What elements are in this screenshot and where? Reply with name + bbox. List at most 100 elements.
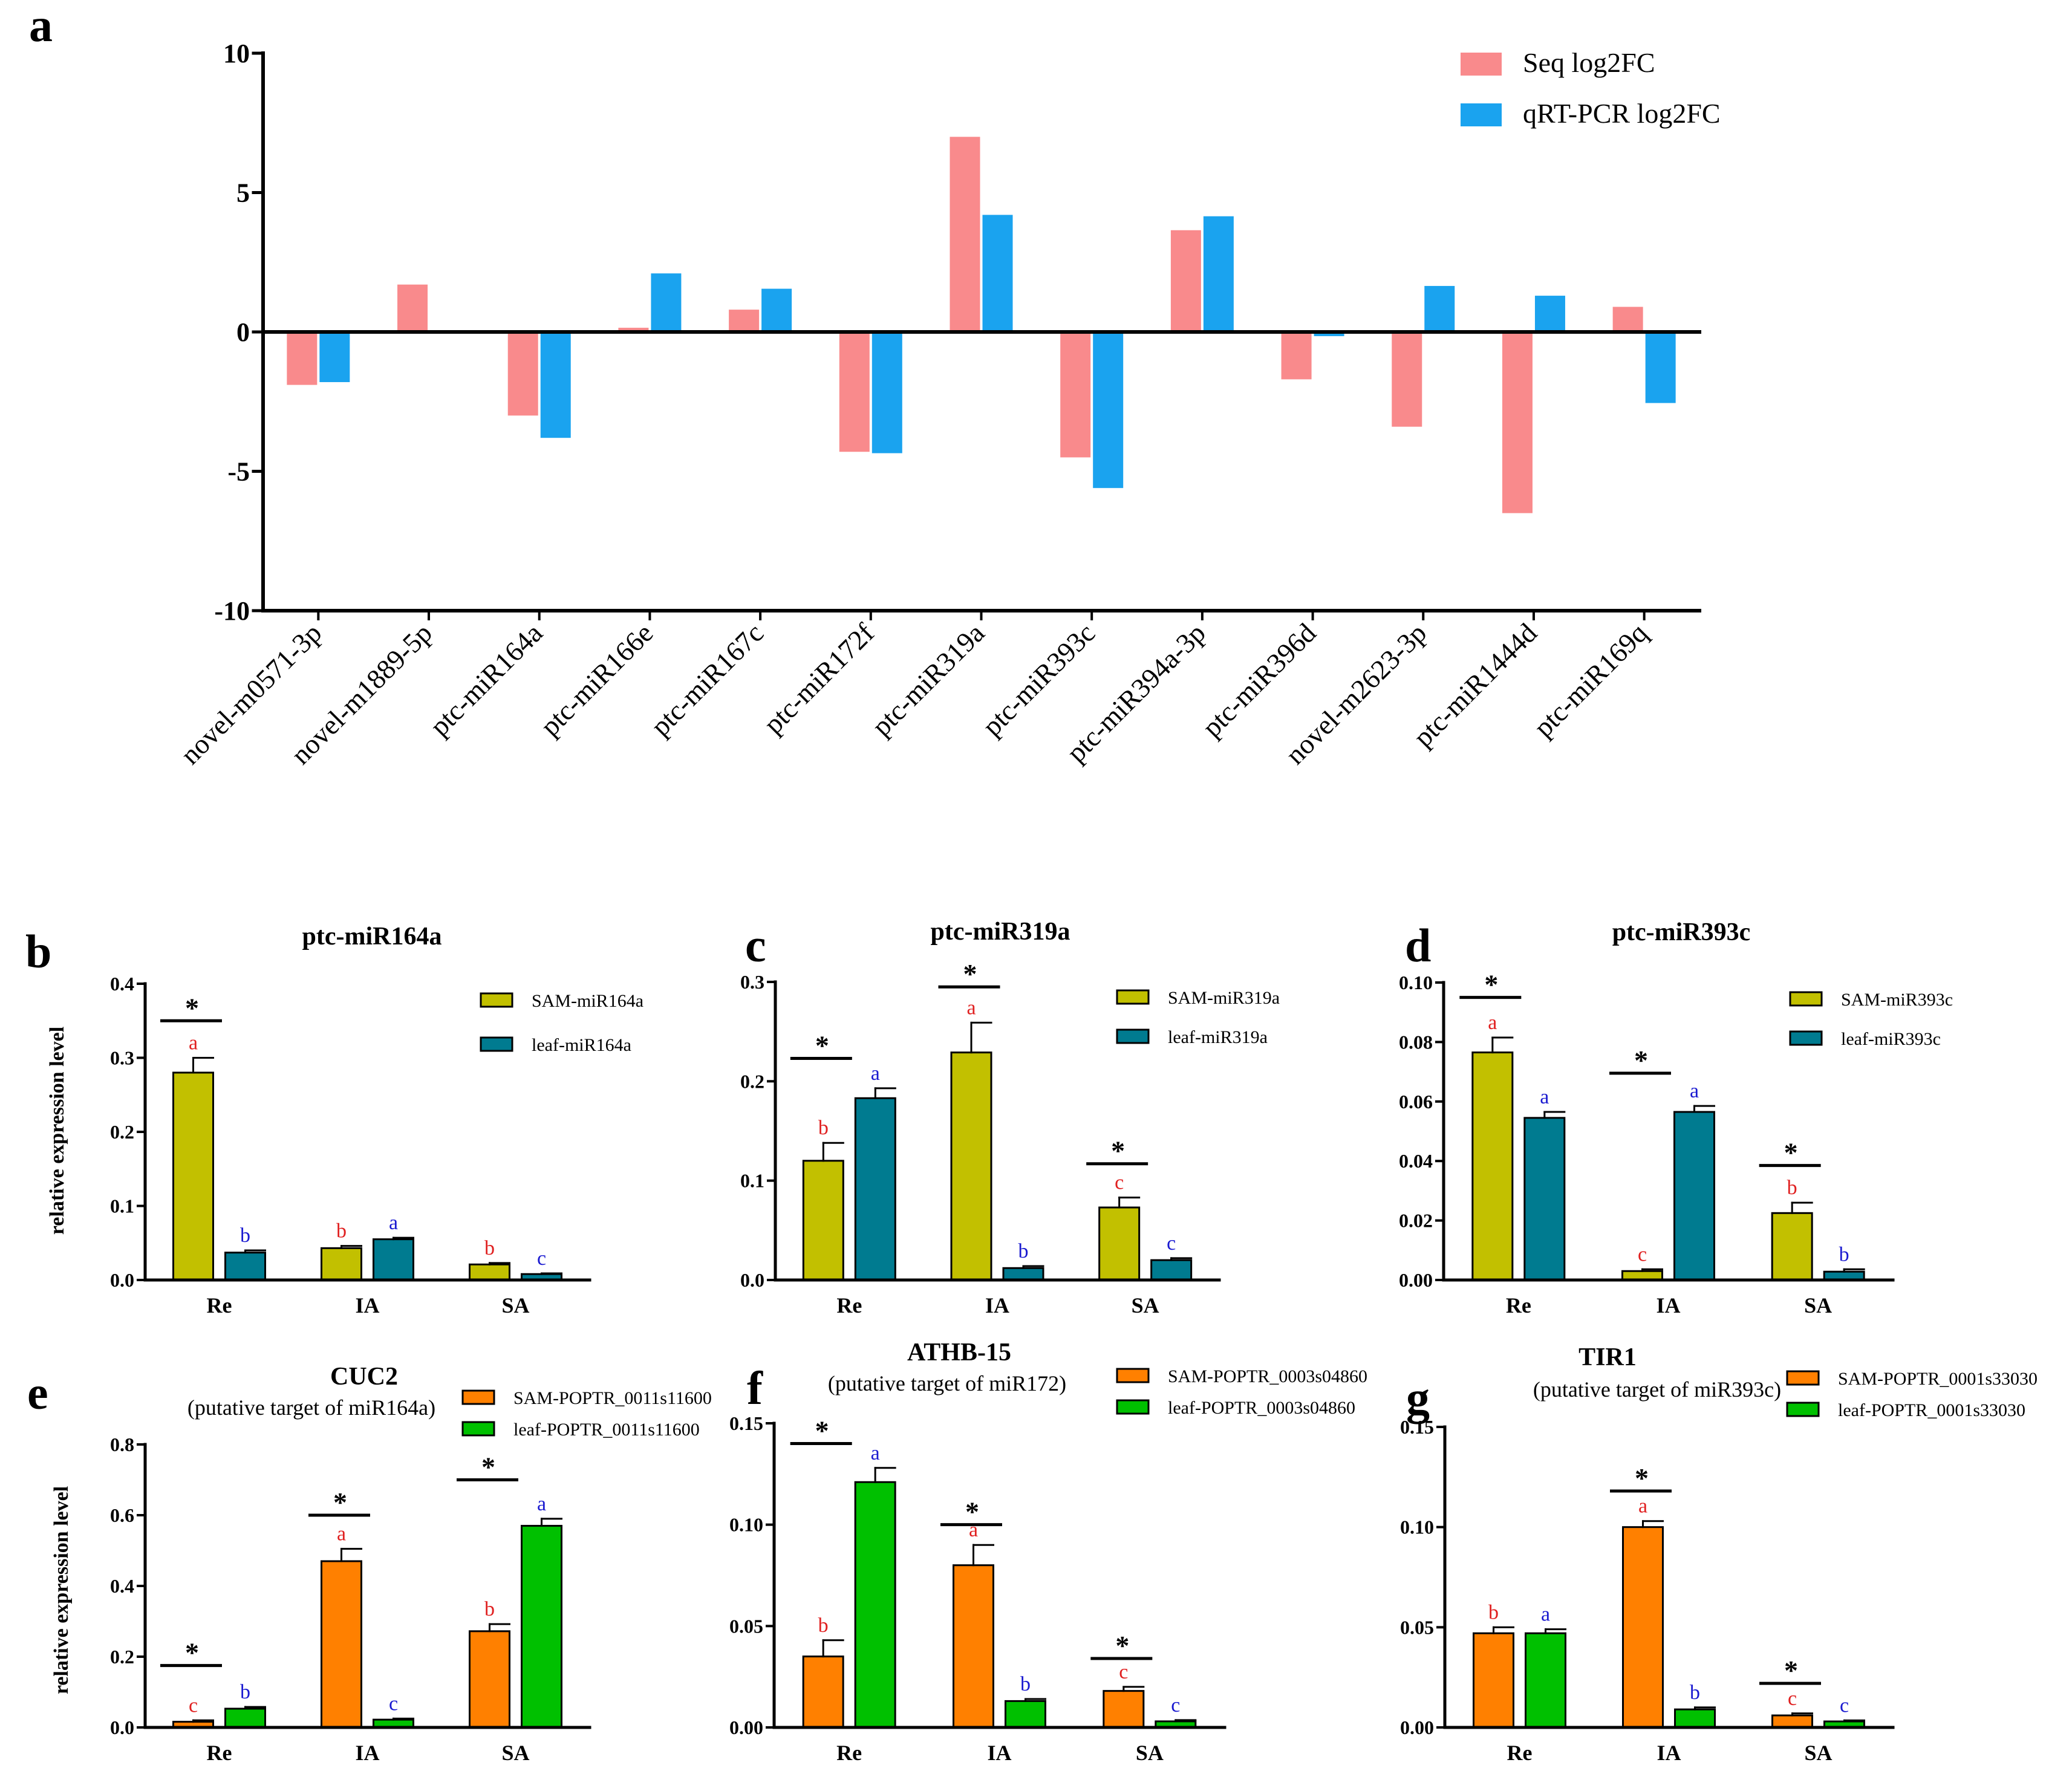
bar-qrtpcr-ptc-miR172f <box>871 332 902 453</box>
bar-seq-novel-m1889-5p <box>397 284 428 332</box>
bar-qrtpcr-ptc-miR393c <box>1093 332 1124 489</box>
significance-letter: a <box>1541 1603 1550 1626</box>
bar-qrtpcr-ptc-miR164a <box>540 332 571 438</box>
significance-star: * <box>481 1452 495 1483</box>
y-tick-label: 0.15 <box>1400 1416 1434 1438</box>
significance-letter: c <box>189 1694 198 1717</box>
bar-leaf-IA <box>1002 1267 1044 1281</box>
legend-label: leaf-miR393c <box>1841 1029 1941 1049</box>
legend-label: SAM-miR393c <box>1841 990 1953 1010</box>
y-tick-label: -10 <box>214 596 250 626</box>
x-tick-label: SA <box>1136 1741 1164 1765</box>
legend-swatch <box>461 1421 495 1437</box>
bar-leaf-Re <box>224 1252 266 1281</box>
y-tick-label: 0.05 <box>1400 1616 1434 1638</box>
bar-sam-IA <box>1622 1526 1664 1729</box>
bar-qrtpcr-ptc-miR319a <box>982 215 1013 332</box>
panel-subtitle: (putative target of miR164a) <box>187 1395 435 1420</box>
significance-letter: a <box>337 1523 346 1545</box>
y-axis-label: relative expression level <box>50 1486 73 1694</box>
bar-seq-ptc-miR396d <box>1281 332 1312 380</box>
legend-swatch <box>1786 1402 1820 1417</box>
y-tick-label: 0.3 <box>740 971 764 993</box>
bar-qrtpcr-novel-m0571-3p <box>319 332 350 382</box>
significance-star: * <box>963 958 977 989</box>
bar-sam-IA <box>953 1564 994 1729</box>
legend-label: SAM-POPTR_0003s04860 <box>1168 1366 1367 1386</box>
bar-leaf-Re <box>1525 1632 1566 1729</box>
bar-sam-SA <box>1771 1212 1813 1281</box>
y-tick-label: 0.04 <box>1399 1150 1433 1172</box>
bar-qrtpcr-ptc-miR396d <box>1314 332 1344 336</box>
legend-swatch <box>480 1036 513 1052</box>
significance-letter: a <box>1690 1080 1699 1102</box>
y-tick-label: 0.00 <box>1399 1269 1433 1291</box>
bar-leaf-Re <box>854 1097 896 1281</box>
bar-seq-ptc-miR172f <box>839 332 870 452</box>
significance-letter: a <box>1488 1012 1497 1034</box>
y-tick-label: 0.0 <box>110 1269 134 1291</box>
significance-letter: a <box>871 1062 880 1085</box>
y-tick-label: 0.4 <box>110 1575 134 1597</box>
significance-letter: c <box>389 1692 398 1715</box>
y-tick-label: 0.10 <box>729 1514 763 1536</box>
significance-letter: b <box>1839 1243 1849 1265</box>
bar-seq-ptc-miR169q <box>1612 307 1643 332</box>
significance-letter: b <box>484 1598 495 1620</box>
x-tick-label: SA <box>1804 1741 1832 1765</box>
x-tick-label: IA <box>1657 1741 1681 1765</box>
y-tick-label: 0.2 <box>740 1070 764 1092</box>
significance-letter: b <box>484 1237 495 1259</box>
significance-letter: c <box>1167 1232 1176 1255</box>
bar-leaf-IA <box>1674 1708 1716 1729</box>
x-tick-label: IA <box>355 1741 379 1765</box>
y-axis-label: relative expression level <box>46 1027 68 1235</box>
legend-label: leaf-POPTR_0011s11600 <box>513 1420 700 1440</box>
y-tick-label: 10 <box>223 39 250 68</box>
panel-letter-b: b <box>25 925 51 978</box>
significance-star: * <box>1115 1630 1129 1661</box>
significance-letter: c <box>1638 1243 1647 1265</box>
y-tick-label: 0.15 <box>729 1412 763 1434</box>
significance-letter: c <box>1115 1172 1124 1194</box>
panel-letter-e: e <box>27 1366 48 1419</box>
y-tick-label: 0.1 <box>110 1195 134 1217</box>
significance-letter: b <box>336 1220 347 1243</box>
bar-leaf-SA <box>521 1525 562 1729</box>
legend-label: Seq log2FC <box>1523 47 1655 78</box>
significance-star: * <box>185 992 199 1023</box>
panel-letter-c: c <box>745 919 766 972</box>
significance-letter: b <box>240 1224 250 1247</box>
legend-swatch <box>1789 1030 1823 1046</box>
significance-star: * <box>1784 1137 1798 1168</box>
y-tick-label: 0.4 <box>110 973 134 995</box>
bar-sam-SA <box>469 1630 510 1729</box>
y-tick-label: 0.00 <box>729 1717 763 1738</box>
bar-leaf-IA <box>373 1238 414 1281</box>
legend-label: leaf-POPTR_0001s33030 <box>1838 1400 2025 1420</box>
bar-sam-Re <box>802 1160 844 1281</box>
panel-subtitle: (putative target of miR172) <box>828 1371 1066 1395</box>
legend-label: leaf-POPTR_0003s04860 <box>1168 1398 1355 1418</box>
bar-sam-SA <box>1103 1690 1145 1729</box>
significance-star: * <box>185 1637 199 1668</box>
legend-label: SAM-POPTR_0011s11600 <box>513 1388 712 1408</box>
significance-letter: b <box>1020 1673 1031 1695</box>
significance-letter: a <box>1638 1495 1647 1518</box>
legend-swatch <box>1461 53 1502 76</box>
bar-sam-SA <box>469 1263 510 1281</box>
bar-seq-novel-m2623-3p <box>1392 332 1422 427</box>
significance-star: * <box>965 1496 979 1527</box>
significance-letter: a <box>537 1493 546 1515</box>
bar-leaf-Re <box>1523 1117 1566 1281</box>
x-tick-label: SA <box>1804 1293 1832 1317</box>
panel-letter-g: g <box>1406 1371 1430 1424</box>
panel-letter-f: f <box>747 1362 763 1414</box>
bar-qrtpcr-novel-m2623-3p <box>1424 285 1455 332</box>
y-tick-label: 0.02 <box>1399 1210 1433 1232</box>
significance-letter: b <box>1488 1601 1499 1623</box>
significance-letter: c <box>1840 1694 1849 1717</box>
bar-leaf-Re <box>854 1481 896 1729</box>
y-tick-label: 0.2 <box>110 1646 134 1668</box>
